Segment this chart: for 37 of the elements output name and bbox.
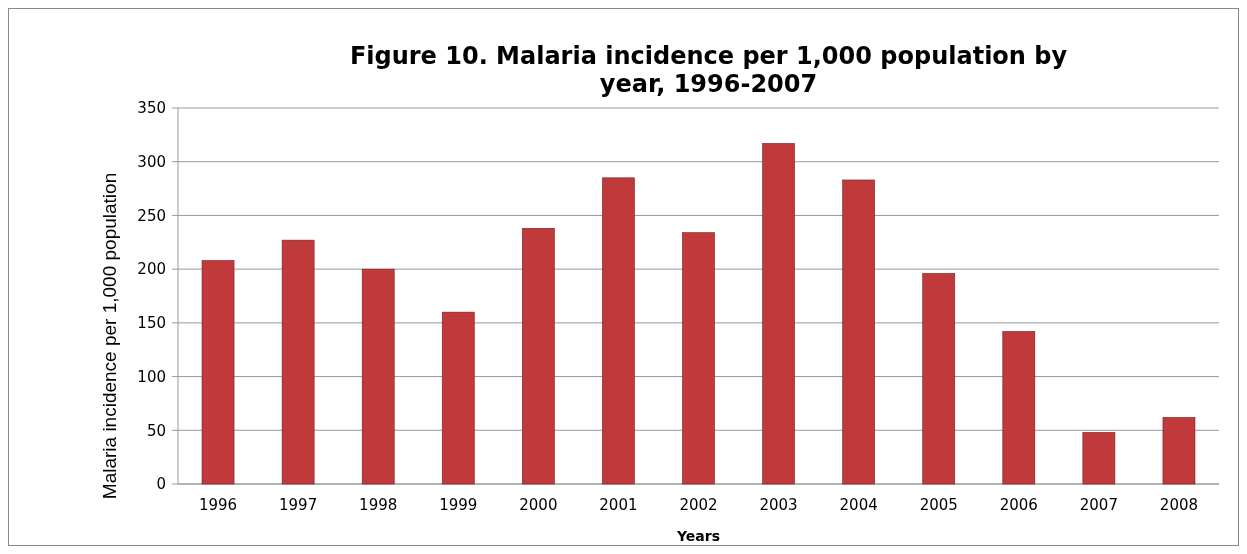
x-tick-label: 2004: [839, 496, 878, 514]
y-tick-label: 0: [156, 475, 166, 494]
y-tick-label: 200: [137, 260, 166, 279]
y-tick-label: 50: [146, 421, 166, 440]
bar: [1162, 417, 1196, 485]
bar: [522, 228, 555, 485]
bar: [602, 177, 635, 485]
bar: [682, 232, 715, 485]
x-tick-label: 2007: [1079, 496, 1118, 514]
x-tick-label: 1998: [359, 496, 398, 514]
x-axis-title: Years: [675, 528, 721, 544]
y-tick-label: 350: [137, 99, 166, 118]
chart-title: Figure 10. Malaria incidence per 1,000 population by year, 1996-2007: [349, 42, 1068, 98]
y-tick-label: 250: [137, 206, 166, 225]
y-tick-label: 150: [137, 314, 166, 333]
x-tick-label: 1999: [439, 496, 478, 514]
bar: [1082, 432, 1116, 485]
x-tick-label: 2005: [919, 496, 958, 514]
x-tick-label: 2001: [599, 496, 638, 514]
x-tick-label: 2003: [759, 496, 798, 514]
x-tick-label: 2006: [999, 496, 1038, 514]
x-tick-label: 2008: [1159, 496, 1199, 514]
bar: [441, 311, 475, 485]
bar: [201, 260, 235, 485]
bar: [1002, 331, 1036, 485]
x-tick-label: 2002: [679, 496, 718, 514]
x-tick-label: 1997: [279, 496, 318, 514]
bar: [762, 143, 795, 485]
x-tick-label: 1996: [198, 496, 238, 514]
y-tick-label: 300: [137, 152, 166, 171]
x-tick-label: 2000: [519, 496, 558, 514]
y-tick-label: 100: [137, 367, 166, 386]
y-axis-title: Malaria incidence per 1,000 population: [99, 172, 120, 500]
bar: [842, 179, 875, 485]
bar: [281, 239, 315, 485]
bar: [361, 268, 395, 485]
bar: [922, 273, 956, 485]
